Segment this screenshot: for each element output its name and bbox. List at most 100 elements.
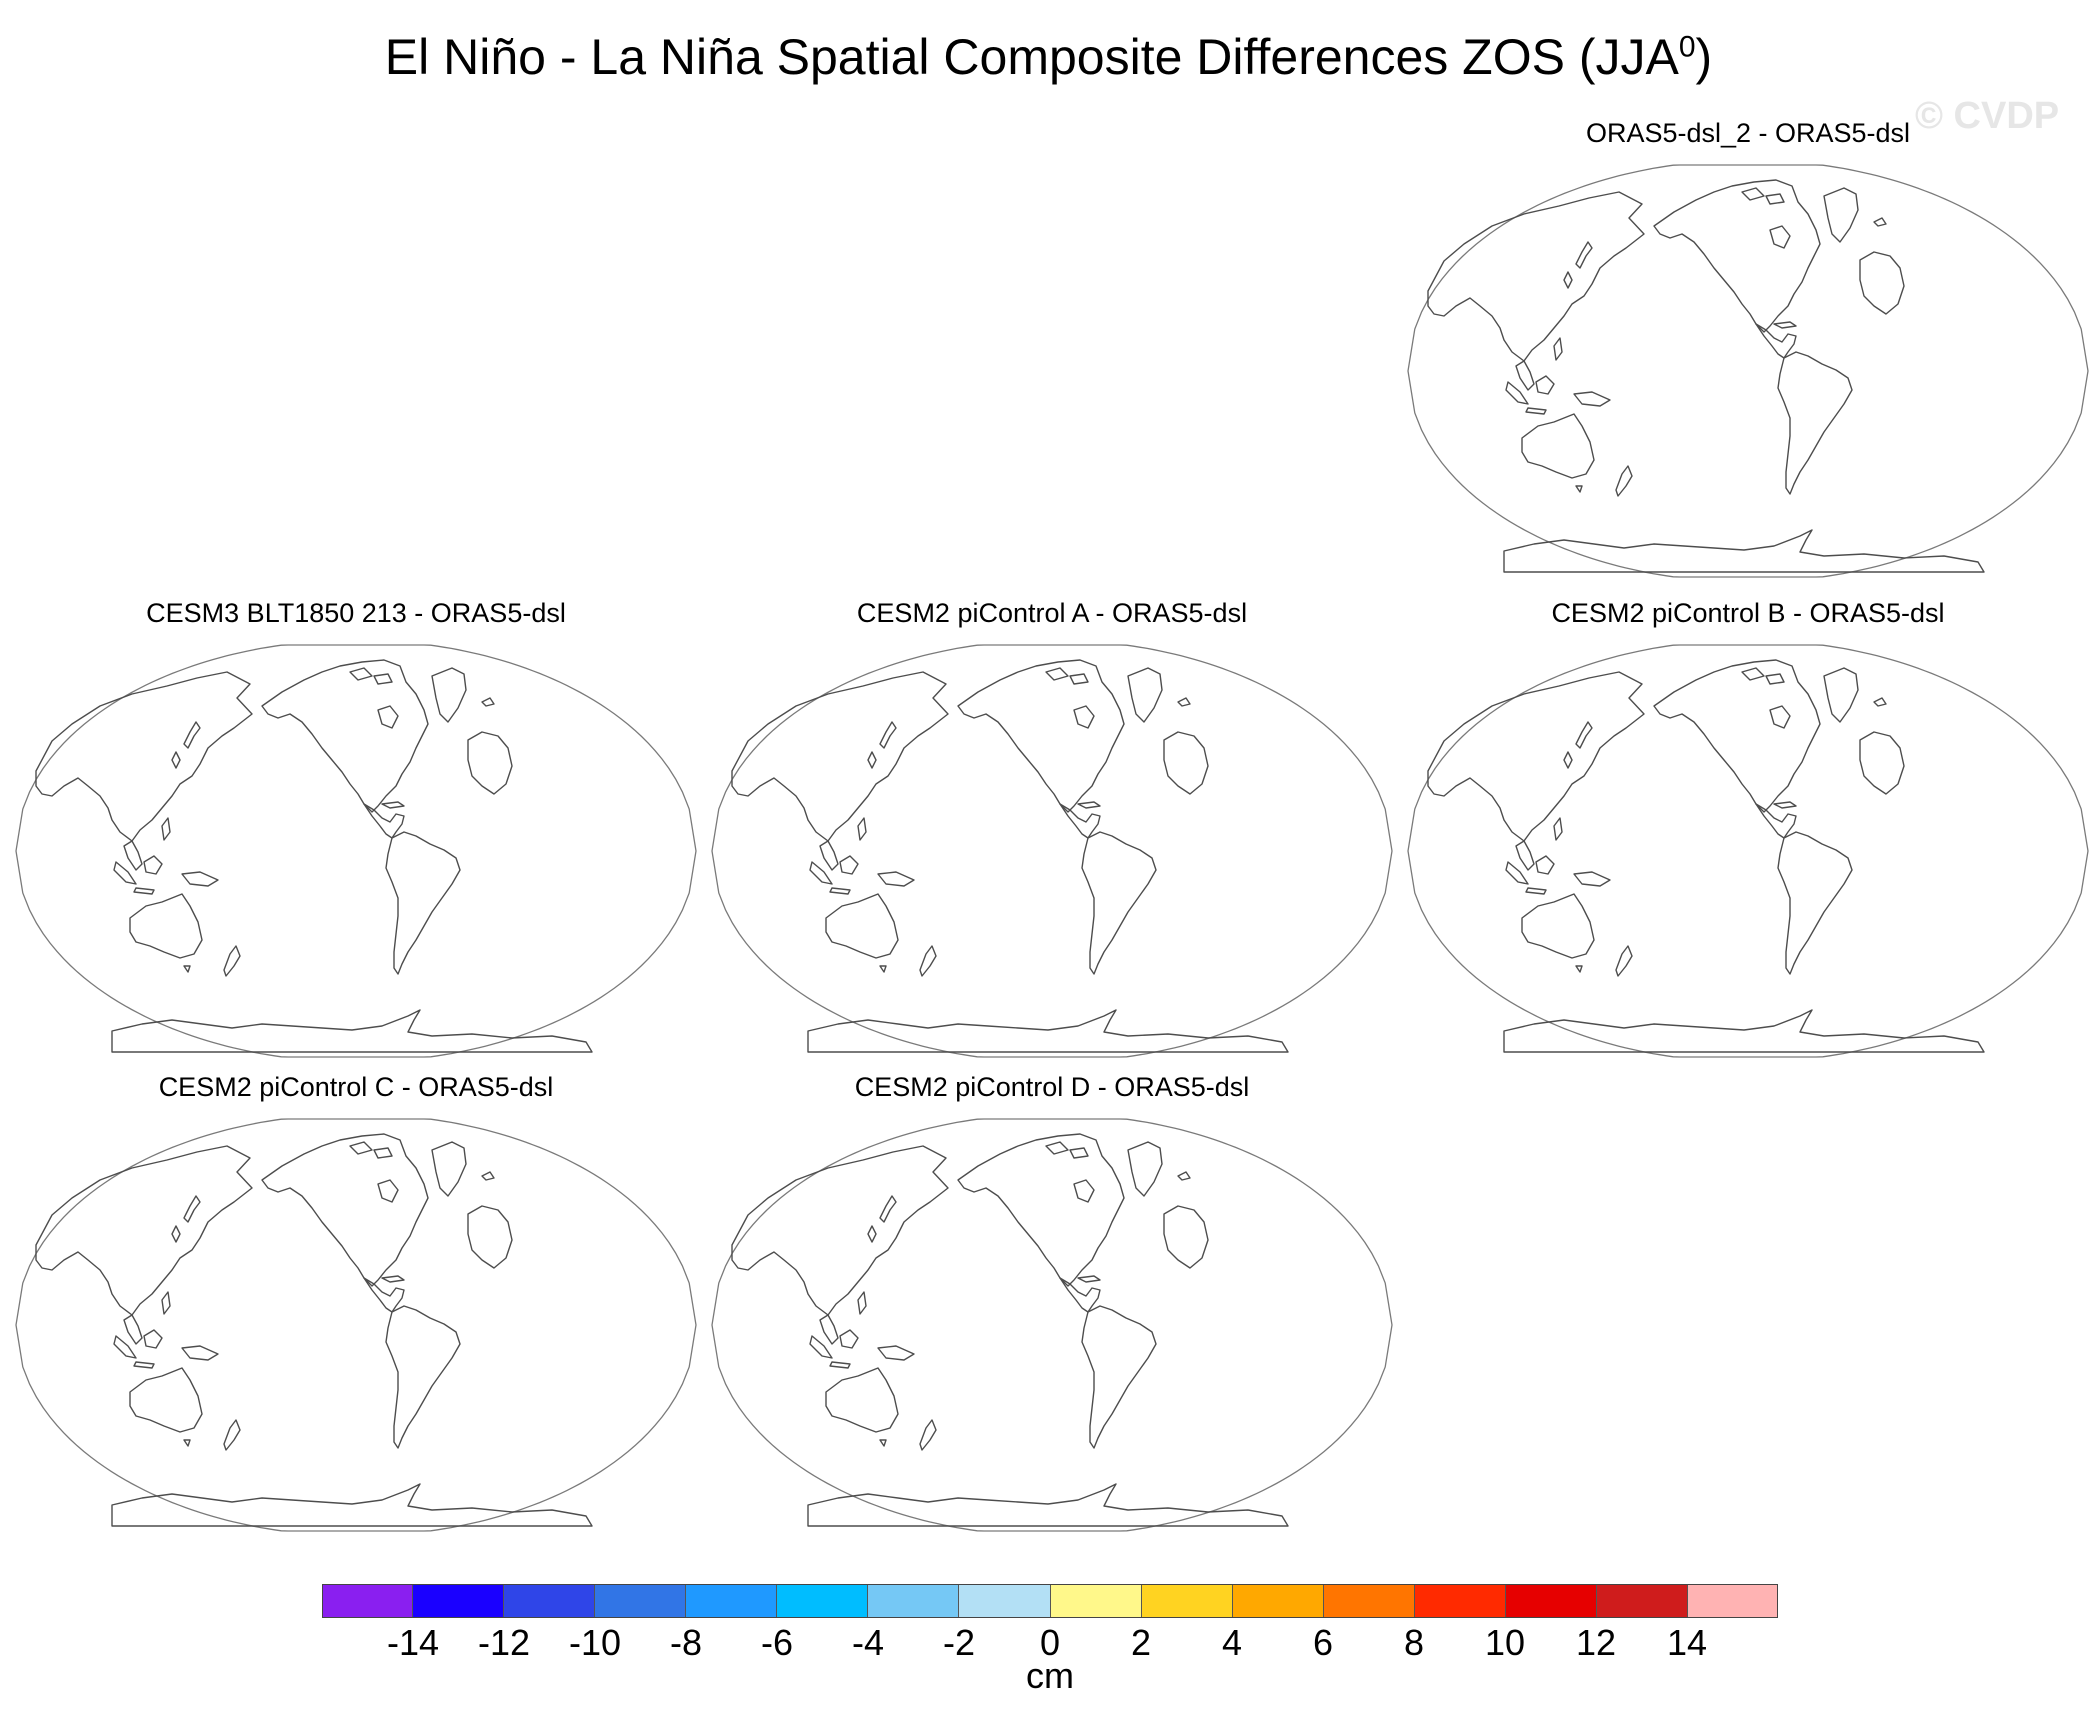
colorbar-tick-label: 6 xyxy=(1312,1622,1334,1663)
coastline xyxy=(129,893,203,959)
coastline xyxy=(161,817,171,841)
coastline xyxy=(867,751,877,769)
coastline xyxy=(1073,705,1095,729)
coastline xyxy=(1873,217,1887,227)
coastline xyxy=(1515,360,1535,391)
coastline xyxy=(1059,803,1101,839)
coastline xyxy=(1769,705,1791,729)
coastline xyxy=(857,817,867,841)
coastline xyxy=(1823,667,1859,723)
coastline xyxy=(1773,321,1797,329)
coastline xyxy=(867,1225,877,1243)
colorbar-box xyxy=(1323,1584,1415,1618)
coastline xyxy=(1573,871,1611,887)
coastline xyxy=(35,671,253,842)
map-panel-picontrol-c: CESM2 piControl C - ORAS5-dsl xyxy=(12,1072,700,1542)
coastline xyxy=(1653,659,1821,813)
colorbar-tick-label: 14 xyxy=(1666,1622,1708,1663)
coastline xyxy=(1069,1147,1089,1159)
colorbar-box xyxy=(413,1584,505,1618)
coastline xyxy=(113,861,137,885)
coastline xyxy=(879,1195,897,1223)
coastline xyxy=(877,1345,915,1361)
coastline xyxy=(381,1275,405,1283)
coastline xyxy=(35,1145,253,1316)
colorbar-box xyxy=(504,1584,596,1618)
coastline xyxy=(1823,187,1859,243)
colorbar-tick-label: 2 xyxy=(1130,1622,1152,1663)
coastline xyxy=(919,945,937,977)
coastline xyxy=(481,697,495,707)
map-panel-picontrol-b: CESM2 piControl B - ORAS5-dsl xyxy=(1404,598,2092,1068)
coastline xyxy=(819,840,839,871)
colorbar-box xyxy=(959,1584,1051,1618)
coastline xyxy=(829,887,851,895)
colorbar-box xyxy=(686,1584,778,1618)
coastline xyxy=(261,659,429,813)
coastlines xyxy=(35,1133,593,1527)
coastlines xyxy=(1427,659,1985,1053)
colorbar-box xyxy=(868,1584,960,1618)
coastline xyxy=(957,1133,1125,1287)
colorbar-box xyxy=(1505,1584,1597,1618)
coastline xyxy=(1563,751,1573,769)
map-panel-oras5-dsl2: ORAS5-dsl_2 - ORAS5-dsl xyxy=(1404,118,2092,588)
coastline xyxy=(161,1291,171,1315)
coastline xyxy=(879,965,887,973)
coastline xyxy=(1615,945,1633,977)
coastline xyxy=(223,1419,241,1451)
coastline xyxy=(825,893,899,959)
coastline xyxy=(1765,673,1785,685)
coastline xyxy=(1773,801,1797,809)
coastline xyxy=(123,840,143,871)
coastline xyxy=(183,1439,191,1447)
coastline xyxy=(431,667,467,723)
coastline xyxy=(877,871,915,887)
coastline xyxy=(261,1133,429,1287)
coastline xyxy=(1059,1277,1101,1313)
coastline xyxy=(183,965,191,973)
coastline xyxy=(385,1305,461,1449)
panel-title: CESM2 piControl A - ORAS5-dsl xyxy=(856,598,1248,628)
coastline xyxy=(223,945,241,977)
coastline xyxy=(1127,1141,1163,1197)
world-map xyxy=(15,644,697,1058)
coastline xyxy=(171,751,181,769)
coastline xyxy=(111,1009,593,1053)
colorbar-tick-label: 12 xyxy=(1575,1622,1617,1663)
coastline xyxy=(133,887,155,895)
coastline xyxy=(919,1419,937,1451)
coastline xyxy=(1553,337,1563,361)
panel-title: CESM3 BLT1850 213 - ORAS5-dsl xyxy=(146,598,566,628)
coastline xyxy=(1525,887,1547,895)
coastline xyxy=(1521,893,1595,959)
coastline xyxy=(467,731,513,795)
coastline xyxy=(1427,191,1645,362)
map-frame xyxy=(15,644,697,1058)
coastline xyxy=(1755,803,1797,839)
coastline xyxy=(1163,731,1209,795)
coastlines xyxy=(1427,179,1985,573)
coastline xyxy=(1081,831,1157,975)
coastline xyxy=(1573,391,1611,407)
world-map xyxy=(1407,164,2089,578)
colorbar-tick-label: -12 xyxy=(477,1622,531,1663)
world-map xyxy=(15,1118,697,1532)
coastline xyxy=(1859,731,1905,795)
coastline xyxy=(1505,861,1529,885)
coastline xyxy=(1777,351,1853,495)
coastline xyxy=(129,1367,203,1433)
coastline xyxy=(1069,673,1089,685)
coastline xyxy=(1563,271,1573,289)
coastline xyxy=(1525,407,1547,415)
coastline xyxy=(1077,801,1101,809)
coastline xyxy=(1575,241,1593,269)
coastline xyxy=(1045,1141,1069,1155)
panel-title: CESM2 piControl C - ORAS5-dsl xyxy=(158,1072,554,1102)
coastlines xyxy=(35,659,593,1053)
colorbar-box xyxy=(1141,1584,1233,1618)
coastline xyxy=(111,1483,593,1527)
coastline xyxy=(957,659,1125,813)
colorbar-box xyxy=(1050,1584,1142,1618)
coastline xyxy=(1741,187,1765,201)
